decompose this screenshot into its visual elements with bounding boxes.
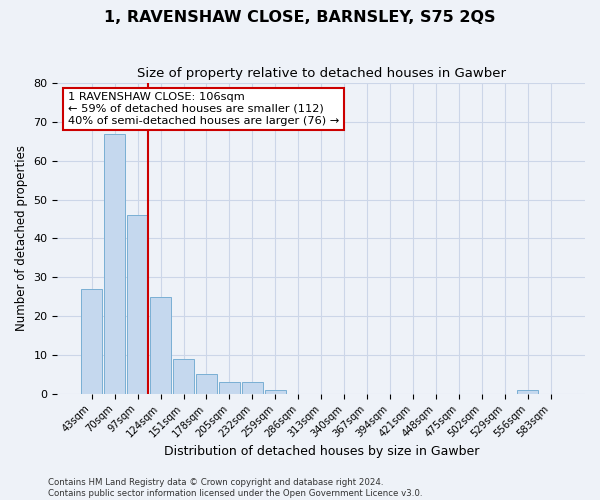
Text: 1 RAVENSHAW CLOSE: 106sqm
← 59% of detached houses are smaller (112)
40% of semi: 1 RAVENSHAW CLOSE: 106sqm ← 59% of detac…: [68, 92, 339, 126]
Bar: [517, 390, 538, 394]
Bar: [196, 374, 217, 394]
Bar: [104, 134, 125, 394]
Text: Contains HM Land Registry data © Crown copyright and database right 2024.
Contai: Contains HM Land Registry data © Crown c…: [48, 478, 422, 498]
Y-axis label: Number of detached properties: Number of detached properties: [15, 146, 28, 332]
Bar: [242, 382, 263, 394]
Title: Size of property relative to detached houses in Gawber: Size of property relative to detached ho…: [137, 68, 506, 80]
Bar: [219, 382, 240, 394]
Bar: [150, 296, 171, 394]
Bar: [127, 215, 148, 394]
Bar: [173, 358, 194, 394]
X-axis label: Distribution of detached houses by size in Gawber: Distribution of detached houses by size …: [164, 444, 479, 458]
Bar: [82, 289, 102, 394]
Bar: [265, 390, 286, 394]
Text: 1, RAVENSHAW CLOSE, BARNSLEY, S75 2QS: 1, RAVENSHAW CLOSE, BARNSLEY, S75 2QS: [104, 10, 496, 25]
